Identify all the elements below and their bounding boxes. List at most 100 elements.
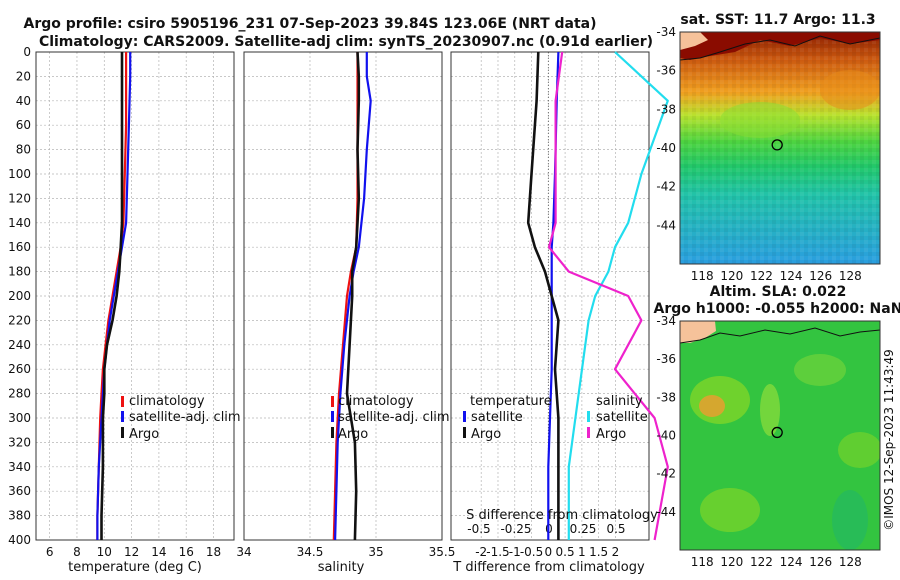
legend-label-s-argo: Argo bbox=[596, 427, 626, 442]
depth-tick-label: 180 bbox=[8, 265, 31, 279]
legend-label-satellite: satellite-adj. clim bbox=[338, 410, 450, 425]
sla-anomaly bbox=[699, 395, 725, 417]
x-tick-label: 6 bbox=[46, 545, 54, 559]
sla-lon-tick-labels: 118 120 122 124 126 128 bbox=[691, 555, 862, 569]
depth-tick-label: 20 bbox=[16, 69, 31, 83]
x-tick-label: -0.5 bbox=[520, 545, 543, 559]
legend-swatch-climatology bbox=[121, 396, 124, 407]
legend-label-t-argo: Argo bbox=[471, 427, 501, 442]
depth-tick-label: 140 bbox=[8, 216, 31, 230]
legend-swatch-satellite bbox=[121, 411, 124, 422]
depth-tick-label: 380 bbox=[8, 509, 31, 523]
t-difference-tick-labels: -2 -1.5 -1 -0.5 0 0.5 1 1.5 2 bbox=[475, 545, 619, 559]
lat-tick-label: -42 bbox=[656, 180, 676, 194]
temperature-grid bbox=[36, 52, 234, 540]
depth-tick-label: 40 bbox=[16, 94, 31, 108]
temperature-axes-frame bbox=[35, 51, 235, 541]
sst-map-panel: sat. SST: 11.7 Argo: 11.3 118 120 122 124 12… bbox=[656, 12, 881, 283]
coastline bbox=[680, 35, 880, 61]
depth-tick-label: 280 bbox=[8, 387, 31, 401]
temperature-legend: climatology satellite-adj. clim Argo bbox=[121, 394, 241, 442]
argo-float-marker bbox=[771, 139, 783, 151]
legend-swatch-argo bbox=[331, 427, 334, 438]
figure-title-line1: Argo profile: csiro 5905196_231 07-Sep-2… bbox=[24, 16, 597, 32]
sla-anomaly bbox=[760, 384, 780, 436]
sla-anomaly bbox=[794, 354, 846, 386]
difference-axes-frame bbox=[450, 51, 650, 541]
depth-tick-label: 260 bbox=[8, 362, 31, 376]
sla-map-title-line1: Altim. SLA: 0.022 bbox=[710, 284, 847, 300]
series-line-satellite-adj-clim bbox=[334, 52, 372, 541]
land-mask bbox=[680, 32, 708, 50]
lon-tick-label: 122 bbox=[750, 269, 773, 283]
difference-grid bbox=[451, 52, 649, 540]
depth-tick-label: 360 bbox=[8, 484, 31, 498]
depth-tick-label: 0 bbox=[23, 45, 31, 59]
x-tick-label: 35.5 bbox=[429, 545, 456, 559]
t-difference-xlabel: T difference from climatology bbox=[452, 560, 645, 575]
temperature-series bbox=[96, 52, 132, 540]
lat-tick-label: -44 bbox=[656, 505, 676, 519]
sst-map-title: sat. SST: 11.7 Argo: 11.3 bbox=[680, 12, 875, 28]
lat-tick-label: -36 bbox=[656, 64, 676, 78]
x-tick-label: 10 bbox=[97, 545, 112, 559]
series-line-s-argo bbox=[547, 51, 669, 541]
x-tick-label: 18 bbox=[206, 545, 221, 559]
legend-label-argo: Argo bbox=[338, 427, 368, 442]
lat-tick-label: -34 bbox=[656, 314, 676, 328]
lon-tick-label: 124 bbox=[780, 269, 803, 283]
lon-tick-label: 122 bbox=[750, 555, 773, 569]
salinity-panel: 34 34.5 35 35.5 salinity climatology satell… bbox=[236, 51, 455, 575]
legend-swatch-s-argo bbox=[587, 427, 590, 438]
salinity-tick-labels: 34 34.5 35 35.5 bbox=[236, 545, 455, 559]
s-tick-label: -0.5 bbox=[467, 522, 490, 536]
series-line-t-argo bbox=[526, 51, 560, 540]
sla-anomaly bbox=[832, 490, 868, 550]
depth-tick-label: 400 bbox=[8, 533, 31, 547]
sla-map-frame bbox=[679, 320, 881, 551]
series-line-argo bbox=[100, 52, 124, 540]
temperature-xlabel: temperature (deg C) bbox=[68, 560, 202, 575]
lon-tick-label: 126 bbox=[809, 555, 832, 569]
temperature-panel: 0 20 40 60 80 100 120 140 160 180 200 220 240 260 280 3… bbox=[8, 45, 241, 575]
lon-tick-label: 126 bbox=[809, 269, 832, 283]
x-tick-label: 34 bbox=[236, 545, 251, 559]
s-tick-label: 0.5 bbox=[606, 522, 625, 536]
depth-tick-label: 100 bbox=[8, 167, 31, 181]
s-tick-label: 0.25 bbox=[570, 522, 597, 536]
s-tick-label: -0.25 bbox=[500, 522, 531, 536]
salinity-axes-frame bbox=[243, 51, 443, 541]
x-tick-label: -1.5 bbox=[486, 545, 509, 559]
lon-tick-label: 118 bbox=[691, 269, 714, 283]
x-tick-label: 35 bbox=[368, 545, 383, 559]
legend-swatch-climatology bbox=[331, 396, 334, 407]
x-tick-label: 8 bbox=[73, 545, 81, 559]
lon-tick-label: 124 bbox=[780, 555, 803, 569]
land-mask bbox=[680, 321, 716, 343]
legend-swatch-s-satellite bbox=[587, 411, 590, 422]
x-tick-label: 12 bbox=[124, 545, 139, 559]
x-tick-label: 2 bbox=[612, 545, 620, 559]
difference-panel: -2 -1.5 -1 -0.5 0 0.5 1 1.5 2 -0.5 -0.25 0 0.25 0.5 … bbox=[450, 51, 669, 575]
lon-tick-label: 120 bbox=[720, 555, 743, 569]
sst-texture bbox=[680, 32, 880, 264]
legend-swatch-argo bbox=[121, 427, 124, 438]
series-line-argo bbox=[345, 51, 361, 541]
depth-tick-label: 120 bbox=[8, 191, 31, 205]
sst-map-frame bbox=[679, 31, 881, 265]
coastline bbox=[680, 327, 880, 344]
legend-swatch-t-satellite bbox=[463, 411, 466, 422]
sst-map-image bbox=[680, 32, 880, 264]
legend-label-climatology: climatology bbox=[338, 394, 414, 409]
x-tick-label: -2 bbox=[475, 545, 487, 559]
x-tick-label: 0 bbox=[545, 545, 553, 559]
sla-map-image bbox=[680, 321, 880, 550]
temperature-tick-labels: 6 8 10 12 14 16 18 bbox=[46, 545, 221, 559]
sst-lat-tick-labels: -34 -36 -38 -40 -42 -44 bbox=[656, 25, 676, 232]
legend-swatch-satellite bbox=[331, 411, 334, 422]
sla-map-title-line2: Argo h1000: -0.055 h2000: NaN bbox=[654, 301, 900, 317]
salinity-series bbox=[332, 51, 372, 541]
lon-tick-label: 118 bbox=[691, 555, 714, 569]
legend-label-t-satellite: satellite bbox=[471, 410, 523, 425]
